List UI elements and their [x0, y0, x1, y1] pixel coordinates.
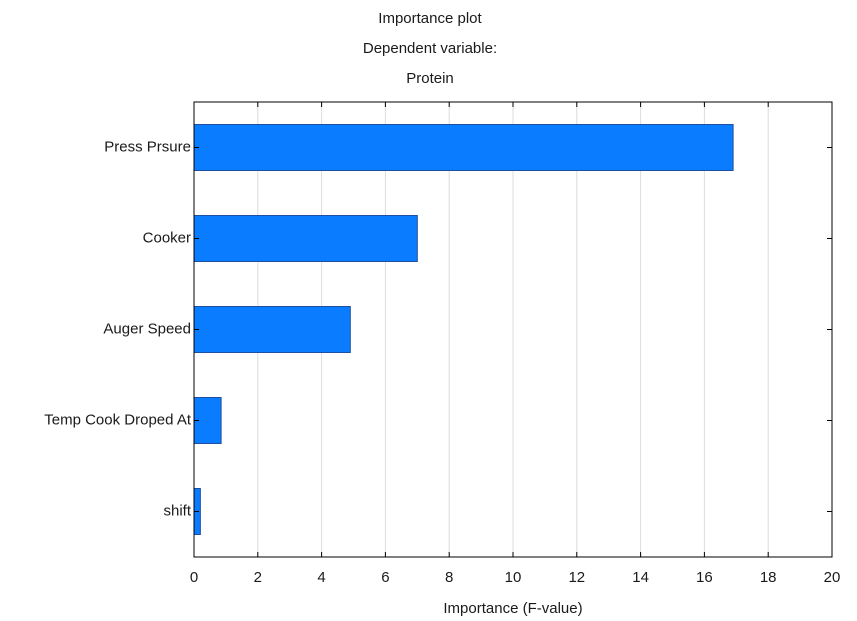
- category-label: shift: [163, 502, 191, 519]
- axis-ticks: [193, 102, 833, 557]
- x-tick-label: 2: [254, 569, 262, 586]
- title-line-3: Protein: [406, 70, 454, 87]
- x-tick-label: 14: [632, 569, 649, 586]
- category-labels: Press Prsure Cooker Auger Speed Temp Cook D…: [44, 138, 192, 519]
- grid-lines: [257, 102, 769, 557]
- bar: [193, 215, 418, 262]
- title-line-1: Importance plot: [378, 10, 482, 27]
- bar: [193, 306, 351, 353]
- x-tick-label: 12: [568, 569, 585, 586]
- chart-title: Importance plot Dependent variable: Prot…: [363, 10, 497, 87]
- x-axis-title: Importance (F-value): [443, 600, 582, 617]
- bar: [193, 124, 734, 171]
- x-tick-label: 6: [381, 569, 389, 586]
- category-label: Temp Cook Droped At: [44, 411, 192, 428]
- x-tick-label: 10: [505, 569, 522, 586]
- x-tick-label: 0: [190, 569, 198, 586]
- x-tick-label: 20: [824, 569, 841, 586]
- x-tick-label: 18: [760, 569, 777, 586]
- category-label: Press Prsure: [104, 138, 191, 155]
- x-tick-label: 8: [445, 569, 453, 586]
- x-tick-labels: 0 2 4 6 8 10 12 14 16 18 20: [190, 569, 841, 586]
- category-label: Cooker: [143, 229, 191, 246]
- bar: [193, 397, 222, 444]
- bars: [193, 124, 734, 535]
- x-tick-label: 4: [317, 569, 325, 586]
- category-label: Auger Speed: [103, 320, 191, 337]
- title-line-2: Dependent variable:: [363, 40, 497, 57]
- x-tick-label: 16: [696, 569, 713, 586]
